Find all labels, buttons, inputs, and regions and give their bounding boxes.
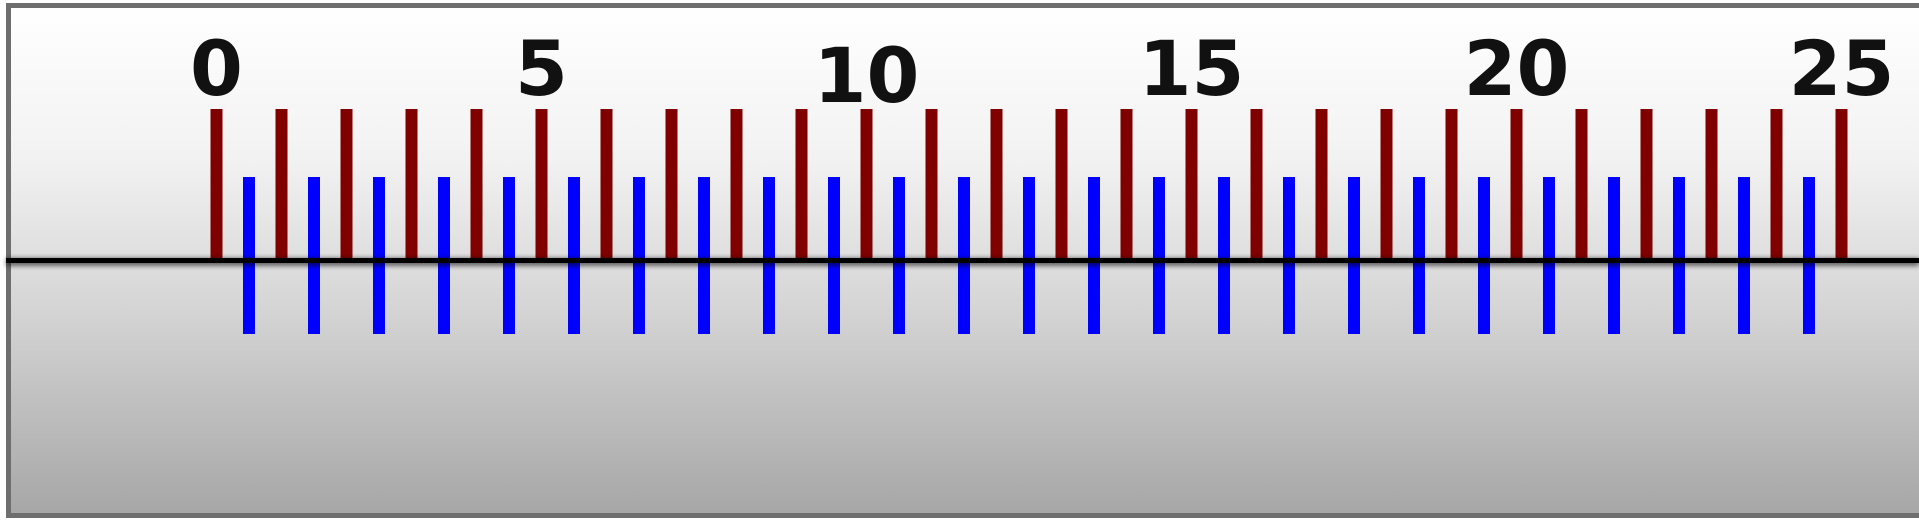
- lower-tick-5.5: [568, 177, 580, 334]
- baseline: [6, 258, 1919, 263]
- lower-tick-3.5: [438, 177, 450, 334]
- lower-tick-2.5: [373, 177, 385, 334]
- upper-tick-10: [860, 109, 873, 261]
- upper-tick-24: [1770, 109, 1783, 261]
- lower-tick-7.5: [698, 177, 710, 334]
- upper-tick-17: [1315, 109, 1328, 261]
- scale-labels: 0 5 10 15 20 25: [190, 24, 1894, 120]
- ruler-frame-bottom: [6, 513, 1919, 518]
- lower-tick-13.5: [1088, 177, 1100, 334]
- lower-tick-6.5: [633, 177, 645, 334]
- lower-tick-24.5: [1803, 177, 1815, 334]
- upper-tick-2: [340, 109, 353, 261]
- scale-label-5: 5: [515, 24, 568, 113]
- lower-tick-10.5: [893, 177, 905, 334]
- lower-tick-1.5: [308, 177, 320, 334]
- scale-label-0: 0: [190, 24, 243, 113]
- upper-tick-25: [1835, 109, 1848, 261]
- scale-label-25: 25: [1789, 24, 1895, 113]
- lower-tick-4.5: [503, 177, 515, 334]
- upper-tick-16: [1250, 109, 1263, 261]
- scale-label-15: 15: [1139, 24, 1245, 113]
- lower-tick-17.5: [1348, 177, 1360, 334]
- upper-tick-15: [1185, 109, 1198, 261]
- upper-tick-19: [1445, 109, 1458, 261]
- lower-tick-22.5: [1673, 177, 1685, 334]
- lower-tick-0.5: [243, 177, 255, 334]
- lower-tick-23.5: [1738, 177, 1750, 334]
- ruler-frame-top: [6, 3, 1919, 8]
- upper-tick-14: [1120, 109, 1133, 261]
- lower-tick-12.5: [1023, 177, 1035, 334]
- upper-tick-9: [795, 109, 808, 261]
- upper-tick-13: [1055, 109, 1068, 261]
- upper-tick-3: [405, 109, 418, 261]
- scale-label-10: 10: [814, 31, 920, 120]
- lower-tick-14.5: [1153, 177, 1165, 334]
- upper-tick-23: [1705, 109, 1718, 261]
- upper-tick-6: [600, 109, 613, 261]
- upper-tick-marks: [210, 109, 1848, 261]
- lower-tick-16.5: [1283, 177, 1295, 334]
- lower-tick-9.5: [828, 177, 840, 334]
- lower-tick-8.5: [763, 177, 775, 334]
- lower-tick-18.5: [1413, 177, 1425, 334]
- lower-tick-marks: [243, 177, 1815, 334]
- lower-tick-21.5: [1608, 177, 1620, 334]
- upper-tick-18: [1380, 109, 1393, 261]
- upper-tick-22: [1640, 109, 1653, 261]
- scale-label-20: 20: [1464, 24, 1570, 113]
- upper-tick-21: [1575, 109, 1588, 261]
- upper-tick-1: [275, 109, 288, 261]
- upper-tick-5: [535, 109, 548, 261]
- upper-tick-20: [1510, 109, 1523, 261]
- upper-tick-0: [210, 109, 223, 261]
- upper-tick-8: [730, 109, 743, 261]
- upper-tick-12: [990, 109, 1003, 261]
- upper-tick-11: [925, 109, 938, 261]
- lower-tick-15.5: [1218, 177, 1230, 334]
- upper-tick-4: [470, 109, 483, 261]
- lower-tick-20.5: [1543, 177, 1555, 334]
- lower-tick-19.5: [1478, 177, 1490, 334]
- lower-tick-11.5: [958, 177, 970, 334]
- upper-tick-7: [665, 109, 678, 261]
